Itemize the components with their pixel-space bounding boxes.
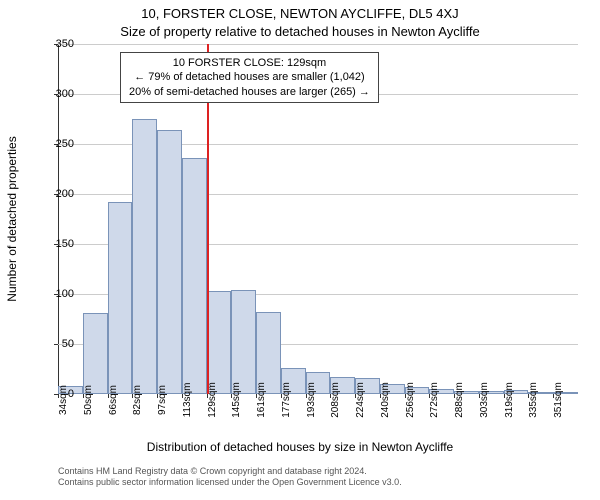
- histogram-bar: [83, 313, 108, 394]
- x-tick-label: 240sqm: [380, 382, 391, 418]
- x-tick-label: 256sqm: [405, 382, 416, 418]
- y-tick-label: 350: [34, 38, 74, 50]
- x-tick-label: 351sqm: [553, 382, 564, 418]
- x-tick-label: 82sqm: [132, 385, 143, 415]
- x-tick-label: 272sqm: [429, 382, 440, 418]
- x-tick-label: 97sqm: [157, 385, 168, 415]
- y-tick-label: 100: [34, 288, 74, 300]
- histogram-bar: [108, 202, 133, 394]
- y-tick-label: 200: [34, 188, 74, 200]
- title-line1: 10, FORSTER CLOSE, NEWTON AYCLIFFE, DL5 …: [0, 6, 600, 21]
- x-axis-label: Distribution of detached houses by size …: [0, 440, 600, 454]
- y-tick-label: 300: [34, 88, 74, 100]
- y-tick-label: 150: [34, 238, 74, 250]
- y-axis-label: Number of detached properties: [5, 136, 19, 301]
- x-tick-label: 224sqm: [355, 382, 366, 418]
- annotation-line2: ← 79% of detached houses are smaller (1,…: [129, 70, 370, 84]
- chart-container: 10, FORSTER CLOSE, NEWTON AYCLIFFE, DL5 …: [0, 0, 600, 500]
- x-tick-label: 50sqm: [83, 385, 94, 415]
- annotation-line3: 20% of semi-detached houses are larger (…: [129, 85, 370, 99]
- y-tick-label: 250: [34, 138, 74, 150]
- x-tick-label: 319sqm: [504, 382, 515, 418]
- grid-line: [58, 44, 578, 45]
- x-tick-label: 145sqm: [231, 382, 242, 418]
- x-tick-label: 335sqm: [528, 382, 539, 418]
- annotation-line1: 10 FORSTER CLOSE: 129sqm: [129, 56, 370, 70]
- y-tick-label: 50: [34, 338, 74, 350]
- annotation-box: 10 FORSTER CLOSE: 129sqm ← 79% of detach…: [120, 52, 379, 103]
- x-tick-label: 34sqm: [58, 385, 69, 415]
- histogram-bar: [207, 291, 232, 394]
- footer: Contains HM Land Registry data © Crown c…: [58, 466, 402, 488]
- x-tick-label: 113sqm: [182, 383, 193, 418]
- footer-line2: Contains public sector information licen…: [58, 477, 402, 488]
- title-line2: Size of property relative to detached ho…: [0, 24, 600, 39]
- x-tick-label: 303sqm: [479, 382, 490, 418]
- x-tick-label: 161sqm: [256, 382, 267, 418]
- histogram-bar: [182, 158, 207, 394]
- x-tick-label: 177sqm: [281, 382, 292, 418]
- footer-line1: Contains HM Land Registry data © Crown c…: [58, 466, 402, 477]
- histogram-bar: [231, 290, 256, 394]
- histogram-bar: [157, 130, 182, 394]
- x-tick-label: 288sqm: [454, 382, 465, 418]
- x-tick-label: 208sqm: [330, 382, 341, 418]
- x-tick-label: 66sqm: [108, 385, 119, 415]
- x-tick-label: 193sqm: [306, 382, 317, 418]
- histogram-bar: [132, 119, 157, 394]
